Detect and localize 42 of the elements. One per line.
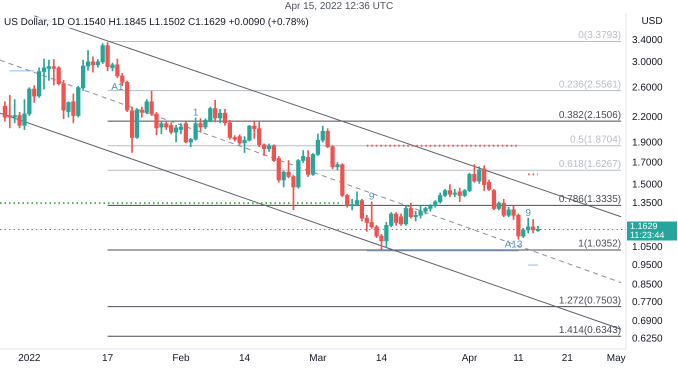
x-tick-label: 2022 xyxy=(18,352,41,364)
annotation: 9 xyxy=(368,192,375,203)
x-tick-label: Apr xyxy=(462,352,478,364)
y-tick-label: 3.0000 xyxy=(632,57,664,68)
y-tick-label: 0.6900 xyxy=(632,316,664,328)
series-label: 0.5(1.8704) xyxy=(570,134,622,146)
x-tick-label: Feb xyxy=(172,352,190,364)
y-tick-label: 2.2000 xyxy=(632,112,664,123)
y-tick-label: 0.9500 xyxy=(632,260,664,271)
series-label: 0.618(1.6267) xyxy=(558,159,622,170)
annotation: A1 xyxy=(111,82,124,94)
y-tick-label: 2.6000 xyxy=(632,82,664,94)
series-label: 0.382(2.1506) xyxy=(558,110,622,121)
x-tick-label: May xyxy=(606,352,626,364)
chart-title: Apr 15, 2022 12:36 UTC xyxy=(284,1,394,12)
y-tick-label: 1.0500 xyxy=(632,242,664,254)
series-label: 0(3.3793) xyxy=(578,30,622,42)
y-tick-label: 0.6250 xyxy=(632,334,664,345)
x-tick-label: 14 xyxy=(376,352,388,364)
x-tick-label: Mar xyxy=(309,352,328,364)
y-tick-label: 3.4000 xyxy=(632,35,664,46)
x-tick-label: 11 xyxy=(513,352,524,364)
y-axis-title: USD xyxy=(641,16,663,27)
y-tick-label: 0.7700 xyxy=(632,296,664,308)
x-tick-label: 17 xyxy=(102,352,114,364)
y-tick-label: 1.9000 xyxy=(632,138,664,149)
y-tick-label: 1.3500 xyxy=(632,198,664,209)
annotation: A13 xyxy=(504,240,523,251)
chart-subtitle: US Dollar, 1D O1.1540 H1.1845 L1.1502 C1.1629 +0.0090 (+0.78%) xyxy=(4,17,309,28)
x-tick-label: 14 xyxy=(238,352,251,364)
text: 11:23:44 xyxy=(630,230,664,240)
series-label: 0.236(2.5561) xyxy=(558,79,622,90)
x-tick-label: 21 xyxy=(562,352,574,364)
y-tick-label: 0.8500 xyxy=(632,279,664,290)
annotation: 9 xyxy=(525,208,532,219)
ref-line-label: 1.1629 xyxy=(630,220,658,231)
series-label: 1(1.0352) xyxy=(578,238,622,250)
y-tick-label: 1.5000 xyxy=(632,179,664,190)
y-tick-label: 1.7000 xyxy=(632,157,664,168)
annotation: 1 xyxy=(192,108,199,119)
series-label: 1.414(0.6343) xyxy=(558,324,622,336)
series-label: 1.272(0.7503) xyxy=(558,295,622,306)
